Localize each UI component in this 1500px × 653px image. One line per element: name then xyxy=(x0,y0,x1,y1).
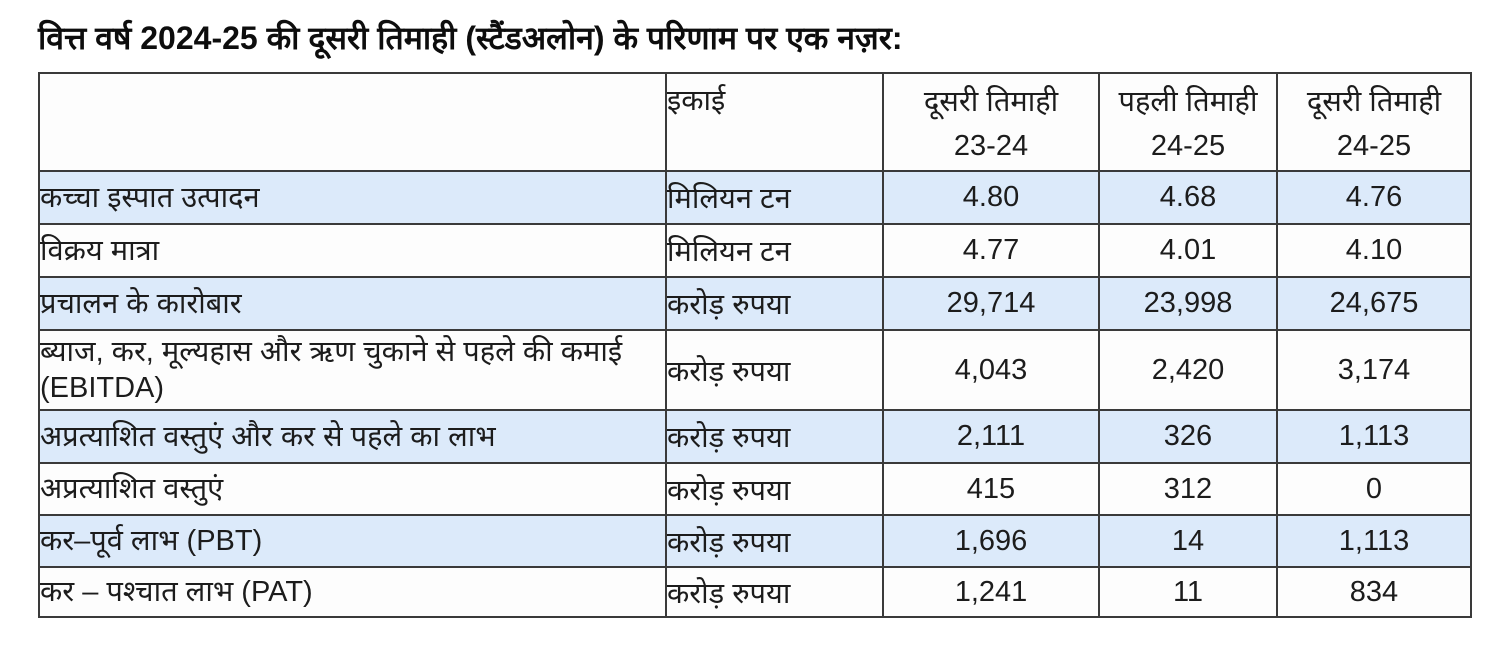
row-unit: करोड़ रुपया xyxy=(665,409,884,464)
table-row: कच्चा इस्पात उत्पादन मिलियन टन 4.80 4.68… xyxy=(38,170,1472,225)
row-value-q2-2324: 1,241 xyxy=(882,566,1100,618)
row-value-q1-2425: 4.01 xyxy=(1098,223,1278,278)
table-row: अप्रत्याशित वस्तुएं और कर से पहले का लाभ… xyxy=(38,409,1472,464)
row-value-q2-2324: 4.80 xyxy=(882,170,1100,225)
row-label: कच्चा इस्पात उत्पादन xyxy=(38,170,667,225)
row-value-q2-2324: 1,696 xyxy=(882,514,1100,568)
table-row: कर – पश्चात लाभ (PAT) करोड़ रुपया 1,241 … xyxy=(38,566,1472,618)
header-q1-2425-period: 24-25 xyxy=(1150,130,1226,162)
row-value-q2-2425: 24,675 xyxy=(1276,276,1472,331)
header-q2-2425-title: दूसरी तिमाही xyxy=(1306,86,1442,118)
row-value-q2-2425: 3,174 xyxy=(1276,329,1472,411)
table-row: अप्रत्याशित वस्तुएं करोड़ रुपया 415 312 … xyxy=(38,462,1472,516)
header-q2-2425-period: 24-25 xyxy=(1336,130,1412,162)
row-unit: करोड़ रुपया xyxy=(665,514,884,568)
row-value-q2-2425: 1,113 xyxy=(1276,409,1472,464)
row-label: विक्रय मात्रा xyxy=(38,223,667,278)
row-value-q2-2324: 415 xyxy=(882,462,1100,516)
row-label: प्रचालन के कारोबार xyxy=(38,276,667,331)
row-unit: करोड़ रुपया xyxy=(665,329,884,411)
row-value-q1-2425: 2,420 xyxy=(1098,329,1278,411)
row-value-q2-2324: 4.77 xyxy=(882,223,1100,278)
row-label: अप्रत्याशित वस्तुएं और कर से पहले का लाभ xyxy=(38,409,667,464)
row-label: अप्रत्याशित वस्तुएं xyxy=(38,462,667,516)
row-value-q2-2425: 834 xyxy=(1276,566,1472,618)
header-q2-2425-cell: दूसरी तिमाही 24-25 xyxy=(1276,72,1472,172)
header-q2-2324-cell: दूसरी तिमाही 23-24 xyxy=(882,72,1100,172)
row-value-q2-2425: 4.10 xyxy=(1276,223,1472,278)
row-label: ब्याज, कर, मूल्यहास और ऋण चुकाने से पहले… xyxy=(38,329,667,411)
table-row: प्रचालन के कारोबार करोड़ रुपया 29,714 23… xyxy=(38,276,1472,331)
row-value-q1-2425: 23,998 xyxy=(1098,276,1278,331)
header-q2-2324-title: दूसरी तिमाही xyxy=(923,86,1059,118)
row-value-q1-2425: 14 xyxy=(1098,514,1278,568)
header-metric-cell xyxy=(38,72,667,172)
row-unit: करोड़ रुपया xyxy=(665,566,884,618)
row-value-q2-2324: 29,714 xyxy=(882,276,1100,331)
header-unit-cell: इकाई xyxy=(665,72,884,172)
row-unit: करोड़ रुपया xyxy=(665,276,884,331)
row-unit: मिलियन टन xyxy=(665,223,884,278)
row-value-q2-2324: 4,043 xyxy=(882,329,1100,411)
table-row: कर–पूर्व लाभ (PBT) करोड़ रुपया 1,696 14 … xyxy=(38,514,1472,568)
row-label: कर–पूर्व लाभ (PBT) xyxy=(38,514,667,568)
row-value-q2-2425: 1,113 xyxy=(1276,514,1472,568)
row-value-q1-2425: 4.68 xyxy=(1098,170,1278,225)
row-value-q2-2425: 4.76 xyxy=(1276,170,1472,225)
row-label: कर – पश्चात लाभ (PAT) xyxy=(38,566,667,618)
page-title: वित्त वर्ष 2024-25 की दूसरी तिमाही (स्टै… xyxy=(38,20,903,56)
row-value-q2-2324: 2,111 xyxy=(882,409,1100,464)
table-header-row: इकाई दूसरी तिमाही 23-24 पहली तिमाही 24-2… xyxy=(38,72,1472,172)
row-value-q1-2425: 11 xyxy=(1098,566,1278,618)
row-value-q1-2425: 312 xyxy=(1098,462,1278,516)
table-row: ब्याज, कर, मूल्यहास और ऋण चुकाने से पहले… xyxy=(38,329,1472,411)
header-q1-2425-cell: पहली तिमाही 24-25 xyxy=(1098,72,1278,172)
header-q2-2324-period: 23-24 xyxy=(953,130,1029,162)
row-value-q2-2425: 0 xyxy=(1276,462,1472,516)
results-table: इकाई दूसरी तिमाही 23-24 पहली तिमाही 24-2… xyxy=(38,72,1472,618)
table-row: विक्रय मात्रा मिलियन टन 4.77 4.01 4.10 xyxy=(38,223,1472,278)
row-value-q1-2425: 326 xyxy=(1098,409,1278,464)
header-q1-2425-title: पहली तिमाही xyxy=(1118,86,1258,118)
row-unit: करोड़ रुपया xyxy=(665,462,884,516)
row-unit: मिलियन टन xyxy=(665,170,884,225)
